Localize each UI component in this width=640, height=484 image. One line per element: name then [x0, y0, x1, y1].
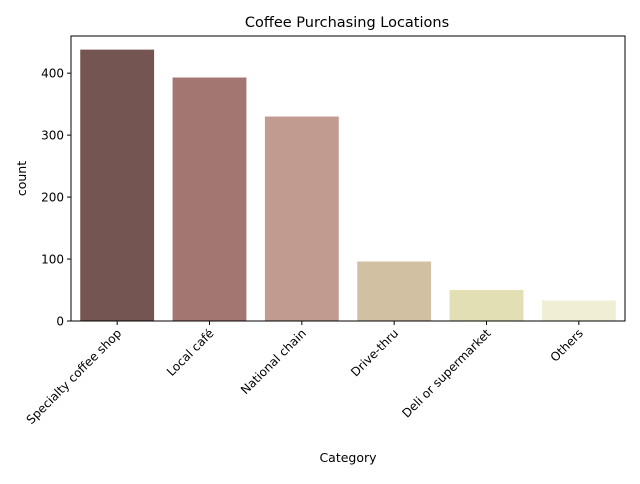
x-tick-label: Others — [548, 326, 586, 364]
y-axis-label: count — [14, 161, 29, 196]
x-tick-label: National chain — [238, 326, 309, 397]
bar-drive-thru — [357, 261, 432, 321]
y-tick-label: 100 — [41, 253, 64, 267]
bar-specialty-coffee-shop — [80, 49, 155, 322]
x-tick-label: Specialty coffee shop — [24, 326, 125, 427]
chart-title: Coffee Purchasing Locations — [245, 15, 449, 31]
bar-local-cafe — [172, 77, 247, 322]
x-axis: Specialty coffee shop Local café National … — [24, 321, 586, 427]
y-tick-label: 300 — [41, 129, 64, 143]
x-tick-label: Deli or supermarket — [399, 326, 494, 421]
bars-layer — [80, 49, 616, 322]
bar-others — [541, 300, 616, 321]
x-tick-label: Drive-thru — [348, 326, 401, 379]
x-tick-label: Local café — [164, 326, 217, 379]
bar-deli-or-supermarket — [449, 290, 524, 321]
y-tick-label: 200 — [41, 191, 64, 205]
plot-frame — [70, 35, 626, 322]
y-axis: 0 100 200 300 400 — [41, 67, 71, 329]
y-tick-label: 400 — [41, 67, 64, 81]
bar-national-chain — [264, 116, 339, 321]
y-tick-label: 0 — [56, 315, 64, 329]
x-axis-label: Category — [319, 450, 377, 465]
